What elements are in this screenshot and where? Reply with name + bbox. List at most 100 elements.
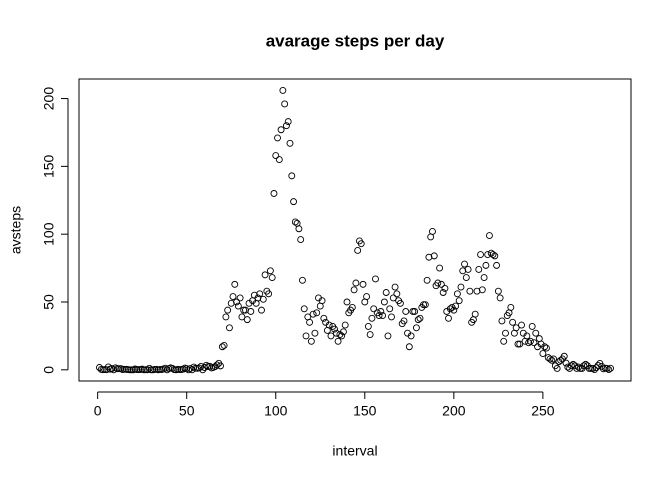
point bbox=[161, 364, 169, 372]
point bbox=[256, 290, 264, 298]
point bbox=[295, 225, 303, 233]
point bbox=[108, 365, 116, 373]
point bbox=[475, 265, 483, 273]
point bbox=[144, 366, 151, 374]
point bbox=[466, 287, 474, 295]
point bbox=[202, 361, 210, 369]
x-tick-label: 50 bbox=[179, 403, 195, 419]
point bbox=[318, 297, 326, 305]
point bbox=[338, 332, 346, 340]
point bbox=[222, 313, 230, 321]
point bbox=[306, 318, 314, 326]
point bbox=[607, 364, 615, 372]
point bbox=[307, 337, 315, 345]
point bbox=[320, 314, 328, 322]
point bbox=[120, 365, 128, 373]
point bbox=[224, 306, 232, 314]
point bbox=[445, 314, 452, 322]
point bbox=[530, 339, 538, 347]
point bbox=[500, 337, 508, 345]
point bbox=[169, 365, 176, 372]
point bbox=[186, 365, 194, 373]
point bbox=[291, 218, 299, 226]
point bbox=[605, 366, 613, 373]
point bbox=[350, 286, 358, 294]
point bbox=[514, 340, 522, 348]
point bbox=[464, 265, 472, 273]
point bbox=[213, 361, 221, 369]
point bbox=[297, 236, 305, 244]
point bbox=[332, 329, 340, 337]
point bbox=[380, 298, 388, 306]
point bbox=[197, 362, 205, 370]
x-tick-label: 250 bbox=[531, 403, 555, 419]
point bbox=[313, 309, 321, 317]
point bbox=[548, 356, 556, 364]
point bbox=[412, 324, 420, 332]
point bbox=[509, 318, 517, 326]
point bbox=[259, 295, 267, 303]
point bbox=[236, 294, 244, 302]
point bbox=[409, 308, 417, 315]
point bbox=[243, 316, 251, 324]
point bbox=[275, 156, 283, 164]
point bbox=[402, 308, 410, 315]
point bbox=[261, 271, 269, 279]
x-axis-label: interval bbox=[332, 443, 377, 459]
point bbox=[414, 316, 422, 324]
point bbox=[233, 298, 241, 306]
point bbox=[526, 337, 534, 345]
point bbox=[199, 366, 207, 374]
point bbox=[441, 284, 449, 292]
x-tick-label: 100 bbox=[264, 403, 288, 419]
point bbox=[436, 264, 444, 272]
point bbox=[240, 306, 248, 314]
point bbox=[457, 283, 465, 291]
point bbox=[220, 341, 228, 349]
point bbox=[550, 355, 558, 363]
point bbox=[379, 312, 387, 320]
point bbox=[557, 356, 565, 364]
point bbox=[423, 276, 431, 284]
point bbox=[542, 344, 550, 352]
point bbox=[206, 362, 214, 370]
point bbox=[585, 365, 593, 372]
point bbox=[546, 355, 554, 363]
point bbox=[391, 283, 399, 291]
point bbox=[352, 279, 360, 287]
point bbox=[302, 332, 310, 340]
point bbox=[325, 321, 333, 329]
point bbox=[179, 365, 187, 373]
point bbox=[384, 332, 392, 340]
point bbox=[266, 267, 274, 275]
point bbox=[386, 305, 394, 313]
point bbox=[421, 301, 429, 309]
point bbox=[272, 152, 280, 159]
y-tick-label: 100 bbox=[41, 222, 57, 246]
point bbox=[429, 228, 436, 235]
point bbox=[416, 314, 424, 322]
point bbox=[343, 298, 351, 306]
point bbox=[430, 252, 438, 260]
point bbox=[258, 306, 265, 314]
point bbox=[453, 290, 461, 298]
point bbox=[113, 365, 121, 373]
point bbox=[489, 251, 497, 258]
point bbox=[300, 305, 308, 313]
point bbox=[516, 340, 524, 348]
point bbox=[234, 302, 242, 310]
point bbox=[461, 260, 468, 268]
x-tick-label: 0 bbox=[94, 403, 102, 419]
point bbox=[147, 366, 155, 374]
point bbox=[382, 289, 390, 296]
point bbox=[225, 324, 233, 332]
point bbox=[512, 324, 520, 332]
point bbox=[594, 362, 602, 369]
point bbox=[281, 100, 289, 108]
point bbox=[507, 303, 515, 311]
point bbox=[493, 261, 501, 269]
y-tick-label: 150 bbox=[41, 154, 57, 178]
point bbox=[491, 252, 499, 260]
point bbox=[480, 274, 488, 282]
